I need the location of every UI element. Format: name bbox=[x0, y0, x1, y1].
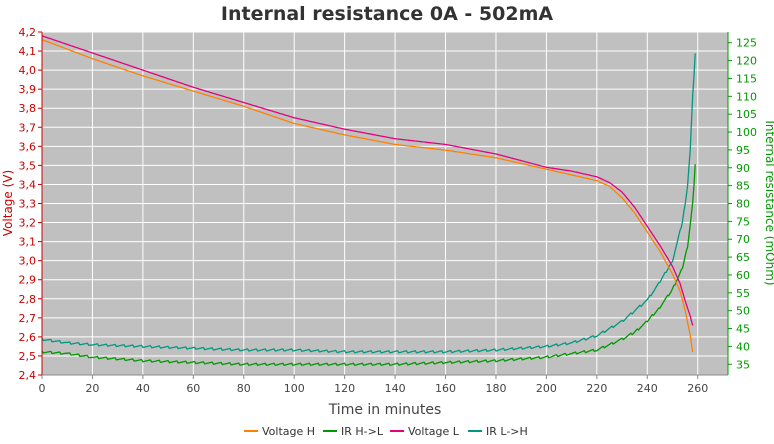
y-right-tick-label: 90 bbox=[736, 162, 750, 175]
y-left-tick-label: 3,8 bbox=[19, 102, 37, 115]
y-right-tick-label: 110 bbox=[736, 90, 757, 103]
y-left-tick-label: 2,5 bbox=[19, 350, 37, 363]
legend-label: IR L->H bbox=[486, 425, 528, 438]
x-tick-label: 20 bbox=[85, 382, 99, 395]
y-left-tick-label: 3,4 bbox=[19, 178, 37, 191]
y-right-tick-label: 40 bbox=[736, 340, 750, 353]
y-right-tick-label: 105 bbox=[736, 108, 757, 121]
y-right-tick-label: 80 bbox=[736, 198, 750, 211]
series-line-ir-l-h bbox=[41, 53, 696, 354]
y-right-tick-label: 45 bbox=[736, 323, 750, 336]
legend-label: Voltage H bbox=[262, 425, 315, 438]
y-right-tick-label: 115 bbox=[736, 72, 757, 85]
x-tick-label: 240 bbox=[637, 382, 658, 395]
y-left-axis-title: Voltage (V) bbox=[1, 170, 15, 236]
axes: 0 20 40 60 80 100 120 140 160 180 200 220 240 260 2,4 2… bbox=[19, 26, 758, 395]
y-right-tick-label: 55 bbox=[736, 287, 750, 300]
y-left-tick-label: 4,0 bbox=[19, 64, 37, 77]
x-axis-title: Time in minutes bbox=[328, 402, 442, 418]
x-tick-label: 260 bbox=[687, 382, 708, 395]
y-right-tick-label: 75 bbox=[736, 215, 750, 228]
y-right-tick-label: 70 bbox=[736, 233, 750, 246]
y-left-tick-label: 2,8 bbox=[19, 293, 37, 306]
y-left-tick-label: 3,5 bbox=[19, 159, 37, 172]
legend-label: IR H->L bbox=[341, 425, 384, 438]
x-tick-label: 80 bbox=[237, 382, 251, 395]
x-tick-label: 100 bbox=[284, 382, 305, 395]
x-tick-label: 140 bbox=[385, 382, 406, 395]
x-tick-label: 220 bbox=[586, 382, 607, 395]
y-right-axis-title: Internal resistance (mOhm) bbox=[763, 120, 774, 285]
series-line-voltage-h bbox=[41, 38, 694, 353]
x-tick-label: 180 bbox=[485, 382, 506, 395]
y-right-tick-label: 50 bbox=[736, 305, 750, 318]
x-tick-label: 160 bbox=[435, 382, 456, 395]
y-right-tick-label: 60 bbox=[736, 269, 750, 282]
y-right-tick-label: 85 bbox=[736, 180, 750, 193]
y-right-tick-label: 120 bbox=[736, 55, 757, 68]
y-left-tick-label: 3,0 bbox=[19, 255, 37, 268]
y-left-tick-label: 2,6 bbox=[19, 331, 37, 344]
y-right-tick-label: 35 bbox=[736, 358, 750, 371]
y-right-tick-label: 125 bbox=[736, 37, 757, 50]
y-left-tick-label: 3,9 bbox=[19, 83, 37, 96]
series-line-voltage-l bbox=[41, 35, 694, 326]
y-left-tick-label: 3,7 bbox=[19, 121, 37, 134]
y-left-tick-label: 3,2 bbox=[19, 217, 37, 230]
legend: Voltage H IR H->L Voltage L IR L->H bbox=[244, 425, 528, 438]
legend-label: Voltage L bbox=[408, 425, 460, 438]
series-lines bbox=[41, 35, 696, 366]
y-right-tick-label: 100 bbox=[736, 126, 757, 139]
x-tick-label: 200 bbox=[536, 382, 557, 395]
y-left-tick-label: 2,7 bbox=[19, 312, 37, 325]
chart-title: Internal resistance 0A - 502mA bbox=[221, 3, 553, 25]
y-left-tick-label: 3,3 bbox=[19, 198, 37, 211]
y-left-tick-label: 3,6 bbox=[19, 140, 37, 153]
y-left-tick-label: 3,1 bbox=[19, 236, 37, 249]
y-left-tick-label: 4,2 bbox=[19, 26, 37, 39]
series-line-ir-h-l bbox=[41, 164, 696, 366]
x-tick-label: 60 bbox=[186, 382, 200, 395]
x-tick-label: 120 bbox=[334, 382, 355, 395]
y-left-tick-label: 4,1 bbox=[19, 45, 37, 58]
y-left-tick-label: 2,9 bbox=[19, 274, 37, 287]
y-right-tick-label: 95 bbox=[736, 144, 750, 157]
x-tick-label: 0 bbox=[39, 382, 46, 395]
x-tick-label: 40 bbox=[136, 382, 150, 395]
y-left-tick-label: 2,4 bbox=[19, 369, 37, 382]
y-right-tick-label: 65 bbox=[736, 251, 750, 264]
